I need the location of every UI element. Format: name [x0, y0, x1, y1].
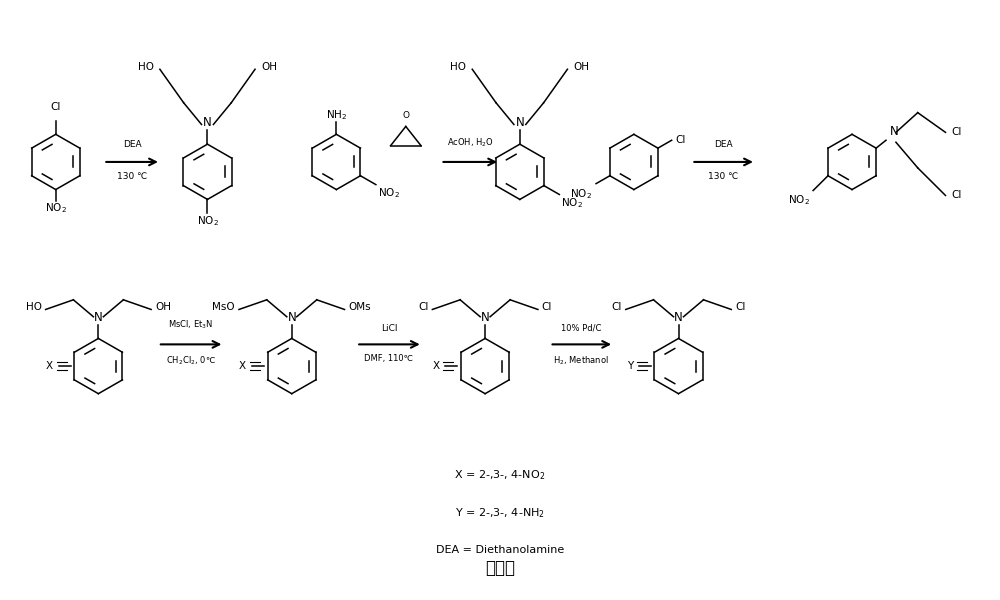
Text: NO$_2$: NO$_2$: [197, 214, 218, 228]
Text: Cl: Cl: [951, 190, 962, 200]
Text: AcOH, H$_2$O: AcOH, H$_2$O: [447, 137, 494, 149]
Text: NO$_2$: NO$_2$: [45, 202, 67, 215]
Text: X = 2-,3-, 4-NO$_2$: X = 2-,3-, 4-NO$_2$: [454, 469, 546, 482]
Text: Cl: Cl: [418, 302, 428, 313]
Text: X: X: [432, 361, 440, 371]
Text: O: O: [402, 110, 409, 119]
Text: MsCl, Et$_3$N: MsCl, Et$_3$N: [168, 318, 213, 331]
Text: X: X: [46, 361, 53, 371]
Text: Cl: Cl: [542, 302, 552, 313]
Text: Cl: Cl: [951, 127, 962, 137]
Text: NO$_2$: NO$_2$: [561, 196, 583, 210]
Text: 10% Pd/C: 10% Pd/C: [561, 323, 602, 332]
Text: N: N: [94, 311, 103, 323]
Text: N: N: [203, 116, 212, 130]
Text: 路线一: 路线一: [485, 559, 515, 577]
Text: HO: HO: [26, 302, 42, 313]
Text: DMF, 110℃: DMF, 110℃: [364, 354, 413, 363]
Text: NO$_2$: NO$_2$: [788, 193, 810, 207]
Text: N: N: [890, 125, 899, 138]
Text: NO$_2$: NO$_2$: [378, 187, 400, 200]
Text: HO: HO: [138, 62, 154, 72]
Text: LiCl: LiCl: [381, 323, 397, 332]
Text: OH: OH: [261, 62, 277, 72]
Text: DEA: DEA: [123, 140, 141, 149]
Text: CH$_2$Cl$_2$, 0℃: CH$_2$Cl$_2$, 0℃: [166, 354, 216, 367]
Text: Y: Y: [627, 361, 633, 371]
Text: X: X: [239, 361, 246, 371]
Text: OH: OH: [573, 62, 589, 72]
Text: NH$_2$: NH$_2$: [326, 108, 347, 122]
Text: 130 ℃: 130 ℃: [708, 172, 738, 181]
Text: N: N: [481, 311, 490, 323]
Text: Cl: Cl: [735, 302, 746, 313]
Text: NO$_2$: NO$_2$: [570, 188, 592, 202]
Text: Cl: Cl: [51, 101, 61, 112]
Text: H$_2$, Methanol: H$_2$, Methanol: [553, 354, 609, 367]
Text: N: N: [674, 311, 683, 323]
Text: 130 ℃: 130 ℃: [117, 172, 147, 181]
Text: Y = 2-,3-, 4-NH$_2$: Y = 2-,3-, 4-NH$_2$: [455, 506, 545, 520]
Text: DEA: DEA: [714, 140, 732, 149]
Text: Cl: Cl: [611, 302, 622, 313]
Text: N: N: [287, 311, 296, 323]
Text: Cl: Cl: [676, 135, 686, 145]
Text: N: N: [515, 116, 524, 130]
Text: OMs: OMs: [348, 302, 371, 313]
Text: HO: HO: [450, 62, 466, 72]
Text: OH: OH: [155, 302, 171, 313]
Text: DEA = Diethanolamine: DEA = Diethanolamine: [436, 545, 564, 556]
Text: MsO: MsO: [212, 302, 235, 313]
